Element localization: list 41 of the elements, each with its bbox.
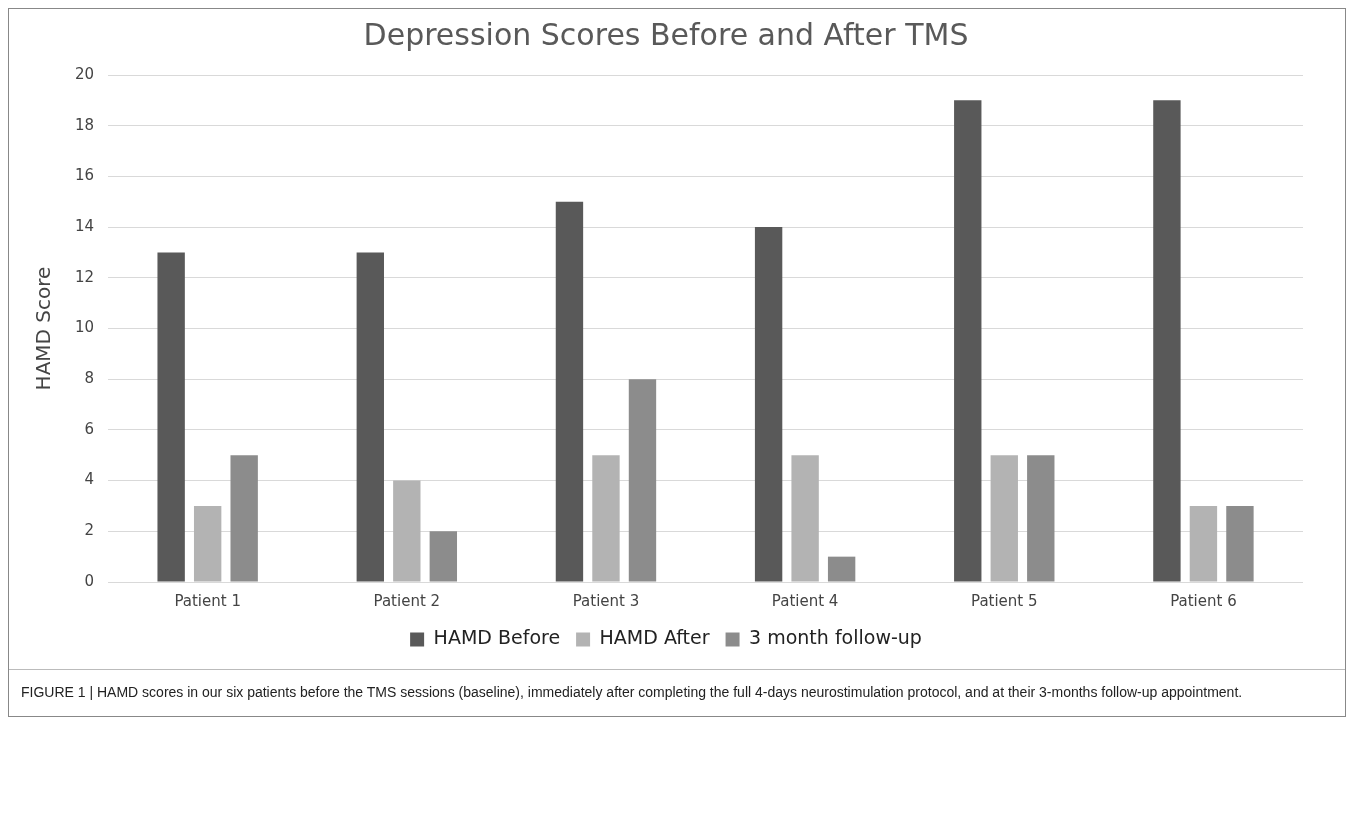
y-tick-label: 6 (84, 419, 95, 438)
bar (791, 455, 819, 582)
bar (193, 505, 222, 582)
bar (555, 201, 584, 582)
bar (827, 556, 856, 582)
bar (990, 455, 1018, 582)
legend-label: 3 month follow-up (749, 626, 922, 649)
bar (1027, 455, 1055, 582)
y-tick-label: 8 (84, 369, 95, 388)
chart-title: Depression Scores Before and After TMS (363, 16, 969, 52)
y-tick-label: 2 (84, 521, 95, 540)
bar (1153, 100, 1181, 582)
y-tick-label: 12 (74, 267, 95, 286)
x-tick-label: Patient 6 (1170, 591, 1237, 610)
bar (230, 455, 258, 582)
bar (954, 100, 982, 582)
y-axis-title: HAMD Score (31, 266, 56, 391)
y-tick-label: 0 (84, 571, 95, 590)
bar (1189, 505, 1218, 582)
x-tick-label: Patient 5 (971, 591, 1038, 610)
caption: FIGURE 1 | HAMD scores in our six patients before the TMS sessions (baseline), immediately after completing the full 4-days neurostimulation protocol, and at their 3-months follow-up appointment. (20, 683, 1244, 702)
y-tick-label: 10 (74, 318, 95, 337)
y-tick-label: 4 (84, 470, 95, 489)
bar (157, 252, 185, 582)
x-tick-label: Patient 3 (572, 591, 640, 610)
bar (356, 252, 384, 582)
y-tick-label: 18 (74, 115, 95, 134)
bar (393, 480, 421, 582)
bar (1226, 505, 1254, 582)
bar (429, 531, 458, 582)
legend-label: HAMD Before (433, 626, 561, 649)
x-tick-label: Patient 4 (771, 591, 839, 610)
x-tick-label: Patient 2 (373, 591, 441, 610)
y-tick-label: 20 (74, 64, 95, 83)
y-tick-label: 14 (74, 216, 95, 235)
y-tick-label: 16 (74, 166, 95, 185)
bar (592, 455, 620, 582)
legend-label: HAMD After (599, 626, 710, 649)
bar (628, 379, 657, 582)
x-tick-label: Patient 1 (174, 591, 241, 610)
bar (754, 227, 783, 582)
